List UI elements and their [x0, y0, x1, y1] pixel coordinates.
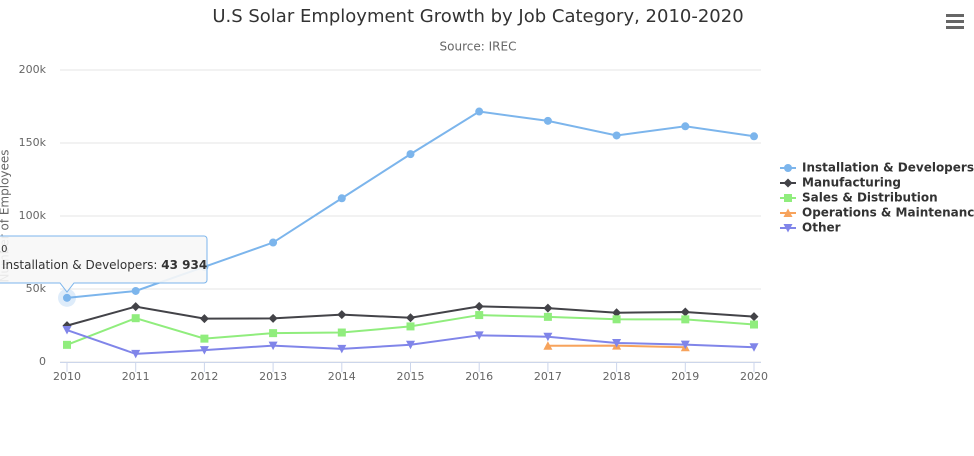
x-tick-label: 2017 — [534, 370, 562, 383]
y-axis-title: Number of Employees — [0, 149, 12, 282]
x-tick-label: 2014 — [328, 370, 356, 383]
marker — [406, 150, 415, 159]
marker — [337, 310, 347, 320]
x-tick-label: 2020 — [740, 370, 768, 383]
marker — [474, 301, 484, 311]
legend-label: Operations & Maintenance — [802, 206, 974, 220]
legend-label: Other — [802, 221, 841, 235]
marker — [62, 326, 72, 335]
marker — [750, 132, 758, 141]
legend-label: Manufacturing — [802, 176, 901, 190]
y-tick-label: 150k — [19, 136, 47, 149]
marker — [612, 131, 621, 140]
marker — [475, 107, 484, 116]
marker — [337, 328, 346, 337]
marker — [680, 307, 690, 317]
x-tick-label: 2010 — [53, 370, 81, 383]
marker — [131, 349, 141, 359]
y-tick-label: 0 — [39, 355, 46, 368]
chart-title: U.S Solar Employment Growth by Job Categ… — [212, 6, 743, 27]
marker — [199, 314, 209, 324]
marker — [612, 315, 621, 324]
legend-symbol — [783, 208, 793, 217]
marker — [474, 331, 484, 340]
marker — [131, 314, 140, 323]
marker — [131, 286, 140, 295]
tooltip-body: Installation & Developers: 43 934 — [2, 258, 207, 272]
marker — [199, 346, 209, 355]
tooltip-box — [0, 235, 208, 293]
marker — [543, 332, 553, 342]
x-tick-label: 2018 — [603, 370, 631, 383]
x-tick-label: 2016 — [465, 370, 493, 383]
marker — [612, 338, 622, 348]
legend-symbol — [784, 194, 792, 202]
marker — [406, 313, 415, 323]
marker — [268, 313, 278, 323]
legend-symbol — [783, 178, 793, 188]
marker — [269, 238, 278, 247]
marker — [131, 302, 141, 312]
x-tick-label: 2013 — [259, 370, 287, 383]
legend-symbol — [784, 164, 792, 172]
marker — [337, 344, 347, 354]
marker — [63, 293, 71, 302]
marker — [543, 116, 552, 125]
marker — [612, 308, 622, 318]
marker — [680, 340, 690, 350]
y-tick-label: 100k — [19, 209, 47, 222]
marker — [750, 320, 758, 329]
x-tick-label: 2019 — [671, 370, 699, 383]
y-tick-label: 50k — [26, 282, 47, 295]
legend-label: Sales & Distribution — [802, 191, 938, 205]
marker — [681, 315, 690, 324]
chart-subtitle: Source: IREC — [440, 40, 517, 54]
marker — [749, 343, 759, 352]
x-tick-label: 2011 — [122, 370, 150, 383]
marker — [406, 340, 415, 350]
marker — [63, 340, 71, 349]
marker — [337, 194, 346, 203]
legend-label: Installation & Developers — [802, 161, 974, 175]
marker — [543, 303, 553, 313]
marker — [268, 341, 278, 351]
marker — [269, 329, 278, 338]
legend-symbol — [783, 224, 793, 233]
marker — [681, 122, 690, 131]
tooltip-value: 43 934 — [161, 258, 207, 272]
tooltip-separator: : — [153, 258, 161, 272]
marker — [543, 341, 553, 350]
marker — [749, 312, 759, 322]
tooltip: 2010 Installation & Developers: 43 934 — [0, 235, 208, 293]
x-tick-label: 2012 — [190, 370, 218, 383]
marker — [543, 312, 552, 321]
marker — [200, 334, 209, 343]
marker — [406, 322, 415, 331]
marker — [475, 311, 484, 320]
tooltip-header: 2010 — [0, 244, 7, 255]
x-tick-label: 2015 — [397, 370, 425, 383]
y-tick-label: 200k — [19, 63, 47, 76]
menu-button[interactable] — [946, 14, 964, 29]
tooltip-series-name: Installation & Developers — [2, 258, 153, 272]
